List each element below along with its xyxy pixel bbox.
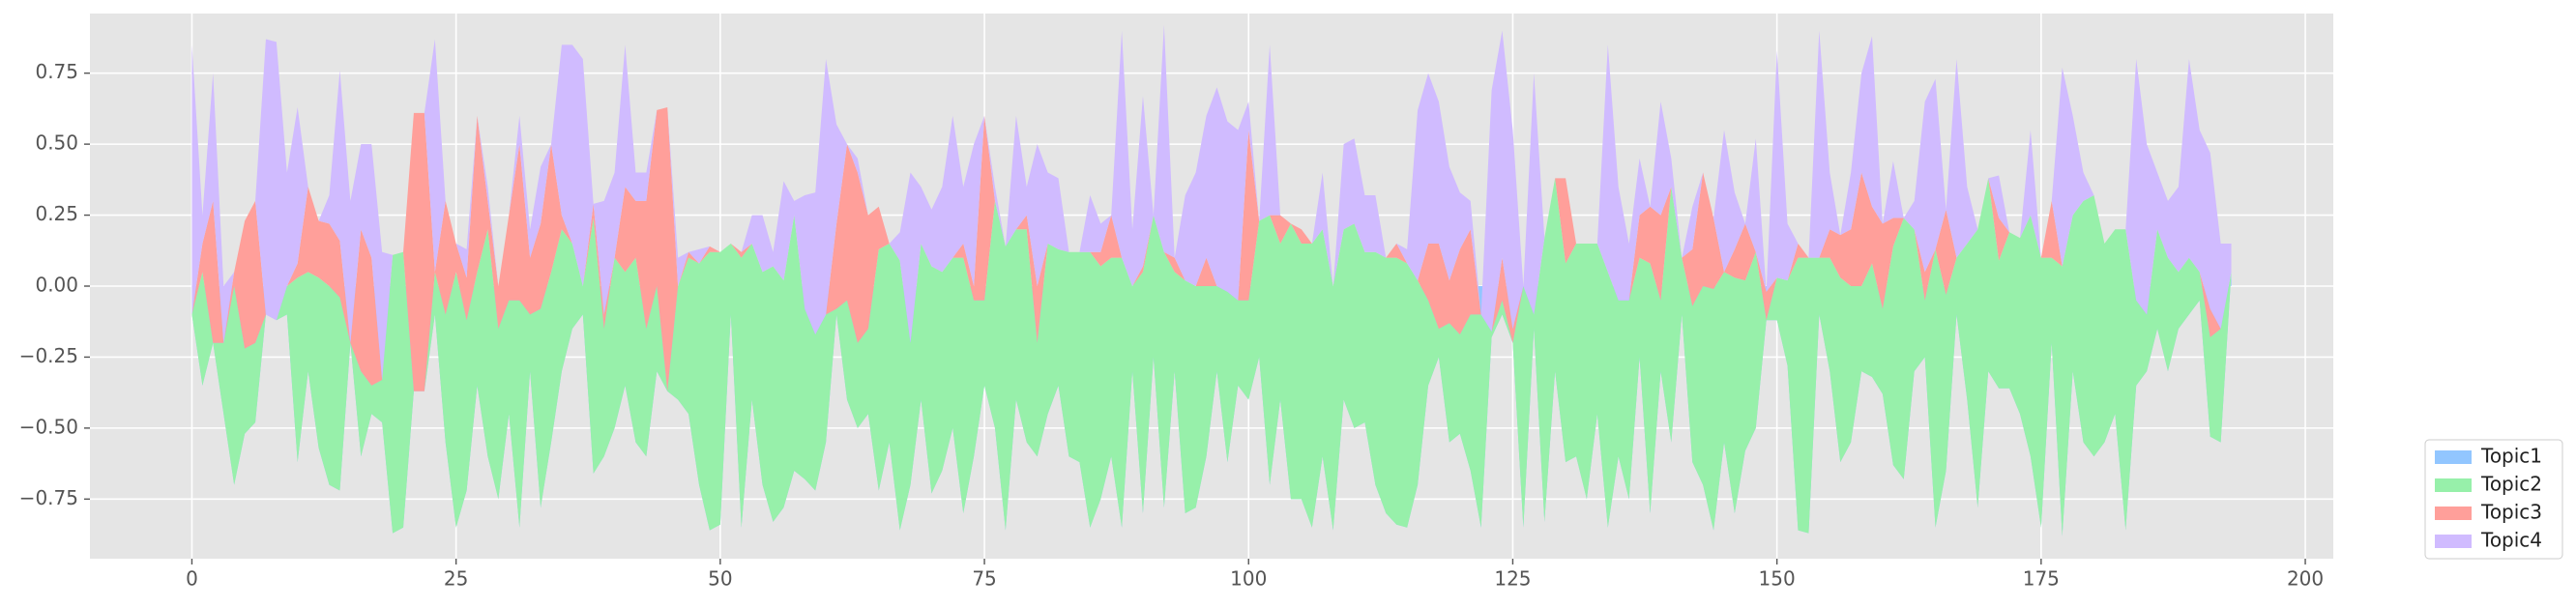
- y-tick-label: 0.50: [35, 131, 78, 155]
- legend-label: Topic1: [2480, 445, 2542, 468]
- x-tick-label: 75: [972, 567, 996, 591]
- x-tick-label: 150: [1759, 567, 1796, 591]
- legend-label: Topic2: [2480, 473, 2542, 496]
- legend-box: [2424, 439, 2563, 560]
- y-tick-label: 0.00: [35, 274, 78, 297]
- area: [191, 106, 2232, 391]
- area: [191, 24, 2232, 380]
- legend-swatch: [2435, 450, 2472, 464]
- legend-label: Topic4: [2480, 529, 2542, 552]
- y-tick-label: 0.75: [35, 60, 78, 83]
- legend-swatch: [2435, 507, 2472, 520]
- y-tick-label: 0.25: [35, 202, 78, 225]
- x-tick-label: 175: [2023, 567, 2060, 591]
- x-tick-label: 0: [186, 567, 198, 591]
- legend-swatch: [2435, 535, 2472, 548]
- legend-swatch: [2435, 478, 2472, 492]
- legend-label: Topic3: [2480, 501, 2542, 524]
- legend: Topic1 Topic2 Topic3 Topic4: [2424, 439, 2563, 560]
- x-tick-label: 25: [444, 567, 468, 591]
- y-tick-label: −0.75: [19, 486, 78, 509]
- y-tick-label: −0.25: [19, 344, 78, 367]
- x-tick-label: 125: [1494, 567, 1531, 591]
- area: [191, 178, 2232, 536]
- y-tick-label: −0.50: [19, 415, 78, 438]
- x-tick-label: 50: [708, 567, 732, 591]
- x-tick-label: 200: [2287, 567, 2324, 591]
- x-tick-label: 100: [1230, 567, 1267, 591]
